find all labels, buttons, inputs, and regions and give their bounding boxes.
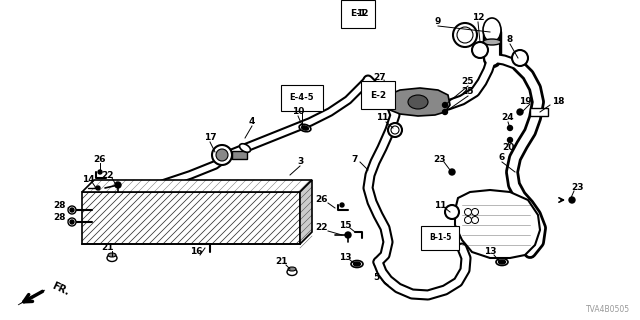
Text: 11: 11 xyxy=(376,114,388,123)
Text: 7: 7 xyxy=(352,156,358,164)
Ellipse shape xyxy=(408,95,428,109)
Text: 28: 28 xyxy=(54,202,67,211)
Text: 15: 15 xyxy=(339,220,351,229)
Circle shape xyxy=(68,206,76,214)
Text: 28: 28 xyxy=(54,213,67,222)
Text: B-1-5: B-1-5 xyxy=(429,234,451,243)
Circle shape xyxy=(449,169,455,175)
Polygon shape xyxy=(455,190,540,258)
Text: 11: 11 xyxy=(434,201,446,210)
Text: 27: 27 xyxy=(374,74,387,83)
Text: 5: 5 xyxy=(373,274,379,283)
Circle shape xyxy=(472,209,479,215)
Text: E-4-5: E-4-5 xyxy=(290,93,314,102)
Circle shape xyxy=(388,123,402,137)
Ellipse shape xyxy=(483,18,501,42)
Circle shape xyxy=(345,232,351,238)
Circle shape xyxy=(442,109,447,115)
Ellipse shape xyxy=(299,124,311,132)
Text: 13: 13 xyxy=(339,253,351,262)
Polygon shape xyxy=(300,180,312,244)
Text: 23: 23 xyxy=(572,183,584,193)
Circle shape xyxy=(453,23,477,47)
Circle shape xyxy=(472,217,479,223)
Text: 6: 6 xyxy=(499,154,505,163)
Text: 12: 12 xyxy=(356,10,368,19)
Text: 4: 4 xyxy=(249,117,255,126)
Text: 26: 26 xyxy=(316,196,328,204)
Circle shape xyxy=(70,220,74,224)
Circle shape xyxy=(517,109,523,115)
Text: TVA4B0505: TVA4B0505 xyxy=(586,305,630,314)
Text: 24: 24 xyxy=(502,114,515,123)
Circle shape xyxy=(512,50,528,66)
Text: 18: 18 xyxy=(552,98,564,107)
Polygon shape xyxy=(18,290,45,305)
Text: 25: 25 xyxy=(461,87,474,97)
Circle shape xyxy=(212,145,232,165)
Ellipse shape xyxy=(287,268,297,276)
Circle shape xyxy=(465,209,472,215)
Ellipse shape xyxy=(353,262,360,266)
Text: 20: 20 xyxy=(502,143,514,153)
Ellipse shape xyxy=(239,144,250,152)
Circle shape xyxy=(216,149,228,161)
Text: 10: 10 xyxy=(292,108,304,116)
Ellipse shape xyxy=(108,253,116,257)
Text: FR.: FR. xyxy=(50,281,70,297)
Polygon shape xyxy=(82,180,312,192)
Circle shape xyxy=(96,186,100,190)
Bar xyxy=(82,192,300,244)
Text: 26: 26 xyxy=(93,156,106,164)
Ellipse shape xyxy=(107,254,117,261)
Circle shape xyxy=(442,102,447,108)
Text: E-1: E-1 xyxy=(350,10,366,19)
Bar xyxy=(530,108,548,116)
Text: 14: 14 xyxy=(82,175,94,185)
Text: 21: 21 xyxy=(276,258,288,267)
Text: 22: 22 xyxy=(316,223,328,233)
Circle shape xyxy=(98,170,102,174)
Text: 16: 16 xyxy=(189,247,202,257)
Polygon shape xyxy=(386,88,450,116)
Circle shape xyxy=(508,125,513,131)
Ellipse shape xyxy=(499,260,506,264)
Text: 21: 21 xyxy=(102,244,115,252)
Text: 12: 12 xyxy=(472,13,484,22)
Circle shape xyxy=(70,208,74,212)
Text: 3: 3 xyxy=(297,157,303,166)
Circle shape xyxy=(391,126,399,134)
Text: 22: 22 xyxy=(102,171,115,180)
Circle shape xyxy=(472,42,488,58)
Text: 25: 25 xyxy=(461,77,474,86)
Circle shape xyxy=(465,217,472,223)
Circle shape xyxy=(68,218,76,226)
Circle shape xyxy=(508,138,513,142)
Ellipse shape xyxy=(483,39,501,45)
Circle shape xyxy=(445,205,459,219)
Circle shape xyxy=(382,95,388,101)
Text: 19: 19 xyxy=(518,98,531,107)
Circle shape xyxy=(115,182,121,188)
Text: 17: 17 xyxy=(204,133,216,142)
Ellipse shape xyxy=(496,259,508,266)
Text: 13: 13 xyxy=(484,247,496,257)
Circle shape xyxy=(569,197,575,203)
Text: 8: 8 xyxy=(507,36,513,44)
Ellipse shape xyxy=(288,267,296,271)
Circle shape xyxy=(457,27,473,43)
Ellipse shape xyxy=(301,126,308,130)
Text: 23: 23 xyxy=(434,156,446,164)
Text: E-2: E-2 xyxy=(370,91,386,100)
Circle shape xyxy=(340,203,344,207)
Bar xyxy=(232,151,247,159)
Text: 9: 9 xyxy=(435,18,441,27)
Ellipse shape xyxy=(351,260,363,268)
